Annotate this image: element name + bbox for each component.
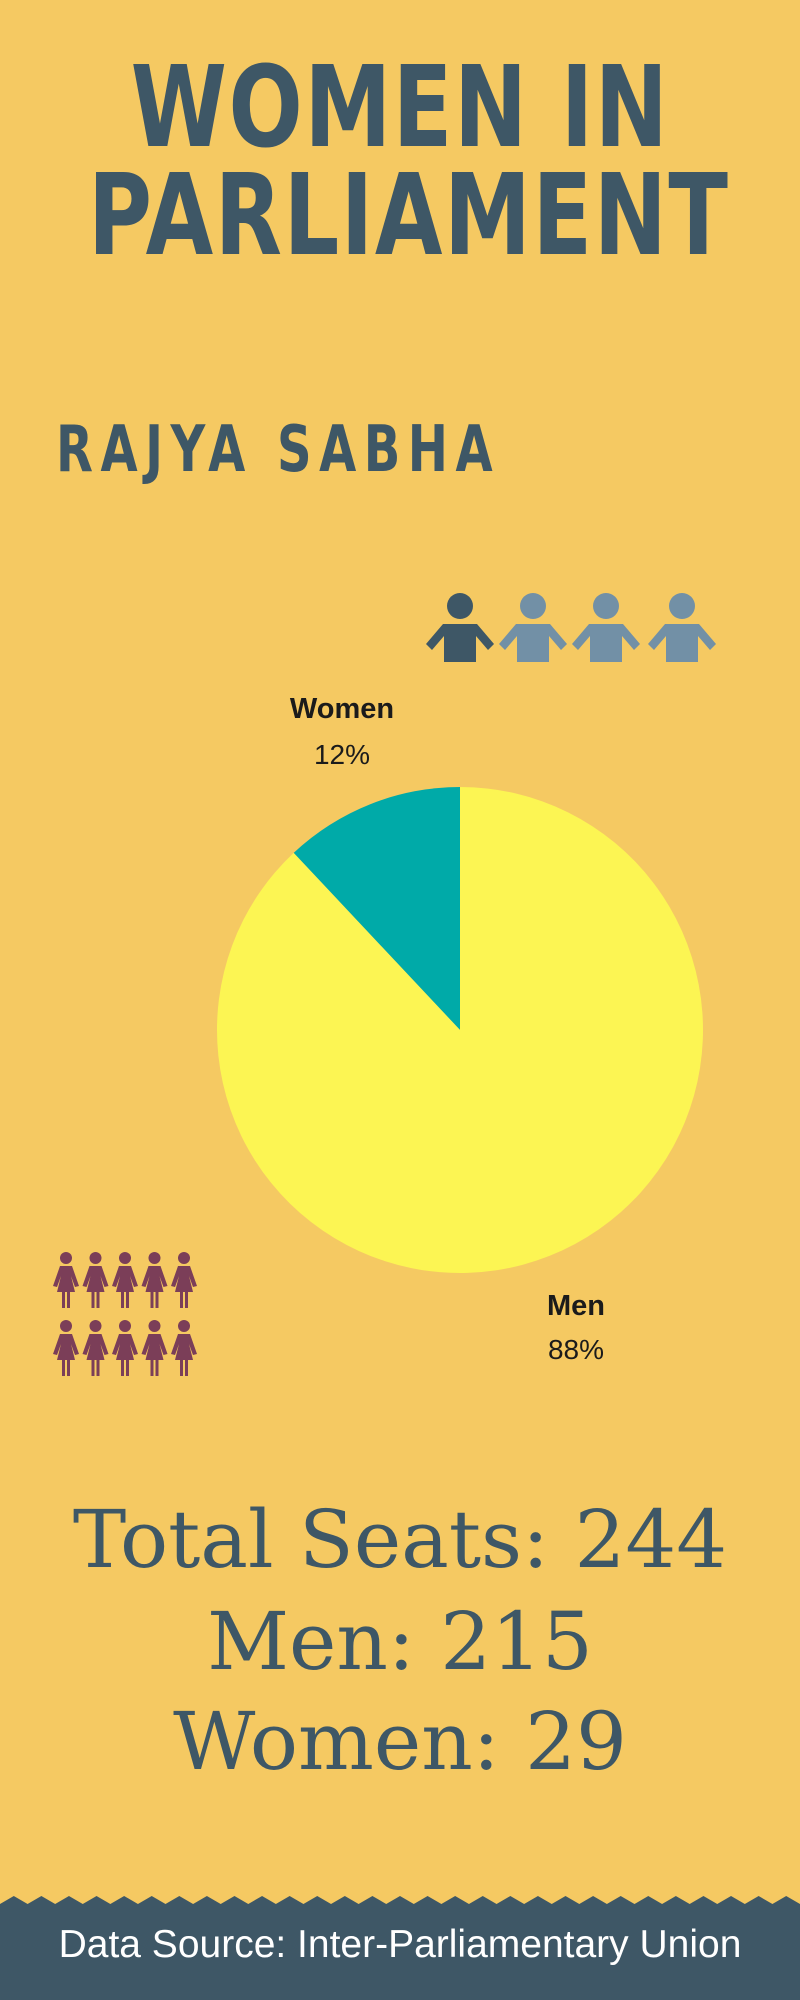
title-line-1: WOMEN IN [130, 43, 670, 173]
data-source: Data Source: Inter-Parliamentary Union [58, 1923, 742, 1966]
woman-icon [112, 1320, 138, 1376]
men-icon-row [426, 593, 716, 662]
women-icon-grid [53, 1252, 197, 1376]
title-line-2: PARLIAMENT [88, 151, 730, 281]
pie-slice-men [217, 787, 703, 1273]
woman-icon [112, 1252, 138, 1308]
footer-band [0, 1896, 800, 2000]
person-icon [426, 593, 494, 662]
person-icon [572, 593, 640, 662]
subtitle: RAJYA SABHA [56, 413, 501, 487]
person-icon [499, 593, 567, 662]
woman-icon [53, 1252, 79, 1308]
chart-area: Women 12% Men 88% [53, 593, 716, 1376]
woman-icon [141, 1252, 168, 1308]
pie-value-men: 88% [548, 1334, 604, 1365]
woman-icon [82, 1320, 109, 1376]
person-icon [648, 593, 716, 662]
woman-icon [171, 1252, 197, 1308]
stat-men: Men: 215 [207, 1595, 593, 1688]
pie-label-women: Women [290, 693, 394, 725]
woman-icon [82, 1252, 109, 1308]
pie-label-men: Men [547, 1290, 605, 1322]
pie-labels: Women 12% Men 88% [290, 693, 605, 1365]
woman-icon [141, 1320, 168, 1376]
pie-slice-women [293, 787, 460, 1030]
footer-zigzag-edge [0, 1896, 800, 2000]
stat-women: Women: 29 [173, 1695, 627, 1788]
woman-icon [53, 1320, 79, 1376]
pie-chart [217, 787, 703, 1273]
stat-total-seats: Total Seats: 244 [72, 1493, 728, 1586]
woman-icon [171, 1320, 197, 1376]
pie-value-women: 12% [314, 739, 370, 770]
